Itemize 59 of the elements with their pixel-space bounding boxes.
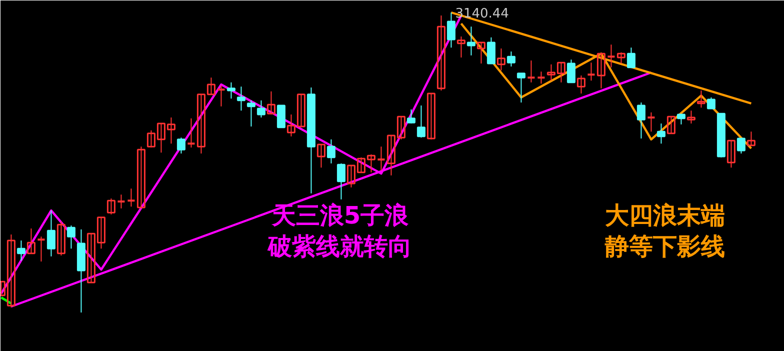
candlestick (616, 52, 626, 64)
candlestick (256, 100, 266, 118)
candlestick (626, 47, 636, 68)
annotation: 破紫线就转向 (267, 232, 412, 260)
candlestick (336, 162, 346, 200)
annotation: 静等下影线 (604, 232, 726, 260)
candlestick (516, 72, 526, 103)
candlestick (456, 36, 466, 58)
candlestick (16, 240, 26, 262)
candlestick (436, 15, 446, 91)
candlestick (576, 75, 586, 94)
candlestick (746, 131, 756, 146)
candlestick (646, 112, 656, 132)
candlestick (176, 137, 186, 154)
candlestick (666, 116, 676, 134)
candlestick (676, 114, 686, 125)
candlestick (116, 194, 126, 209)
candlestick (136, 146, 146, 208)
candlestick (446, 12, 456, 48)
candlestick (126, 188, 136, 208)
candlestick (216, 84, 226, 107)
candlestick (226, 82, 236, 100)
candlestick (326, 138, 336, 164)
annotation: 大四浪末端 (605, 202, 726, 230)
candlestick (636, 102, 646, 139)
candlestick (316, 144, 326, 168)
candlestick (476, 42, 486, 64)
candlestick (186, 118, 196, 148)
candlestick (736, 138, 746, 154)
candlestick (486, 36, 496, 64)
candlestick (706, 96, 716, 110)
candlestick (46, 210, 56, 257)
candlestick (596, 52, 606, 89)
candlestick (496, 48, 506, 71)
candlestick (276, 104, 286, 128)
candlestick (586, 62, 596, 82)
candlestick (416, 105, 426, 138)
candlestick (236, 86, 246, 112)
candlestick (266, 90, 276, 115)
candlestick (606, 44, 616, 68)
candlestick (26, 228, 36, 254)
candlestick (106, 198, 116, 215)
candlestick (246, 100, 256, 127)
candlestick (56, 221, 66, 256)
annotation: 3140.44 (455, 6, 509, 22)
candlestick (36, 236, 46, 262)
candlestick (726, 140, 736, 168)
candlestick (506, 51, 516, 67)
candlestick (376, 146, 386, 172)
candlestick (426, 92, 436, 140)
candlestick (536, 71, 546, 84)
candlestick (526, 60, 536, 83)
candlestick (686, 110, 696, 124)
candlestick (566, 59, 576, 84)
candlestick (696, 90, 706, 108)
candlestick (66, 225, 76, 250)
candlestick (656, 123, 666, 144)
candlestick (466, 26, 476, 56)
candlestick (406, 108, 416, 124)
